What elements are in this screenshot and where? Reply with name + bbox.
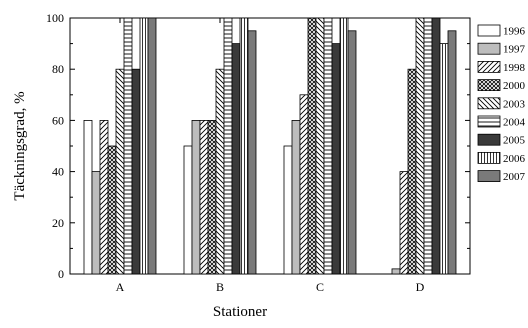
bar-2007-C xyxy=(347,30,357,275)
x-tick-label: B xyxy=(216,280,224,294)
bar-1997-A xyxy=(91,171,101,275)
bar-2007-B xyxy=(247,30,257,275)
legend-swatch-2005 xyxy=(477,133,501,146)
y-tick-label: 0 xyxy=(58,267,64,281)
bar-2000-C xyxy=(307,17,317,275)
bar-2005-D xyxy=(431,17,441,275)
bar-2003-A xyxy=(115,68,125,275)
y-tick-label: 80 xyxy=(52,62,64,76)
bar-2006-A xyxy=(139,17,149,275)
legend-swatch-2003 xyxy=(477,97,501,110)
x-axis-title: Stationer xyxy=(213,304,267,320)
legend-swatch-2004 xyxy=(477,115,501,128)
bar-2005-A xyxy=(131,68,141,275)
x-tick-label: D xyxy=(416,280,425,294)
bar-1997-D xyxy=(391,268,401,275)
bar-2003-C xyxy=(315,17,325,275)
bar-2006-B xyxy=(239,17,249,275)
legend-label-2006: 2006 xyxy=(503,153,526,165)
bar-1998-D xyxy=(399,171,409,275)
legend-swatch-2006 xyxy=(477,151,501,164)
legend-label-2003: 2003 xyxy=(503,98,526,110)
bar-2004-B xyxy=(223,17,233,275)
legend-label-2005: 2005 xyxy=(503,135,526,147)
bar-2007-D xyxy=(447,30,457,275)
legend-label-2004: 2004 xyxy=(503,117,526,129)
legend-swatch-1998 xyxy=(477,61,501,73)
legend-label-2007: 2007 xyxy=(503,171,526,183)
x-tick-label: C xyxy=(316,280,324,294)
bar-2006-D xyxy=(439,43,449,275)
legend-swatch-1996 xyxy=(477,24,501,37)
legend-swatch-2007 xyxy=(477,170,501,183)
bar-2000-A xyxy=(107,145,117,275)
legend: 1996 1997 1998 2000 2003 2004 2005 2006 2007 xyxy=(477,24,526,183)
legend-label-1998: 1998 xyxy=(503,62,526,74)
bar-2000-B xyxy=(207,120,217,275)
bar-2005-C xyxy=(331,43,341,275)
bar-1998-A xyxy=(99,120,109,275)
x-tick-label: A xyxy=(116,280,125,294)
bar-1996-B xyxy=(183,145,193,275)
legend-label-1996: 1996 xyxy=(503,26,526,38)
bar-2007-A xyxy=(147,17,157,275)
bar-1998-B xyxy=(199,120,209,275)
bar-2003-B xyxy=(215,68,225,275)
legend-swatch-2000 xyxy=(477,79,501,91)
legend-label-2000: 2000 xyxy=(503,80,526,92)
bar-2004-C xyxy=(323,17,333,275)
bar-1997-C xyxy=(291,120,301,275)
bar-1996-C xyxy=(283,145,293,275)
bar-2006-C xyxy=(339,17,349,275)
y-axis-title: Täckningsgrad, % xyxy=(12,91,28,200)
y-tick-label: 60 xyxy=(52,113,64,127)
bar-2004-A xyxy=(123,17,133,275)
bar-1997-B xyxy=(191,120,201,275)
legend-swatch-1997 xyxy=(477,42,501,55)
bar-2004-D xyxy=(423,17,433,275)
bar-1998-C xyxy=(299,94,309,275)
y-tick-label: 100 xyxy=(46,11,64,25)
legend-label-1997: 1997 xyxy=(503,44,526,56)
y-tick-label: 20 xyxy=(52,216,64,230)
bar-2003-D xyxy=(415,17,425,275)
bar-1996-A xyxy=(83,120,93,275)
bar-2005-B xyxy=(231,43,241,275)
bar-2000-D xyxy=(407,68,417,275)
y-tick-label: 40 xyxy=(52,165,64,179)
plot-area: 0 20 40 60 80 100 A B C D xyxy=(46,11,471,294)
